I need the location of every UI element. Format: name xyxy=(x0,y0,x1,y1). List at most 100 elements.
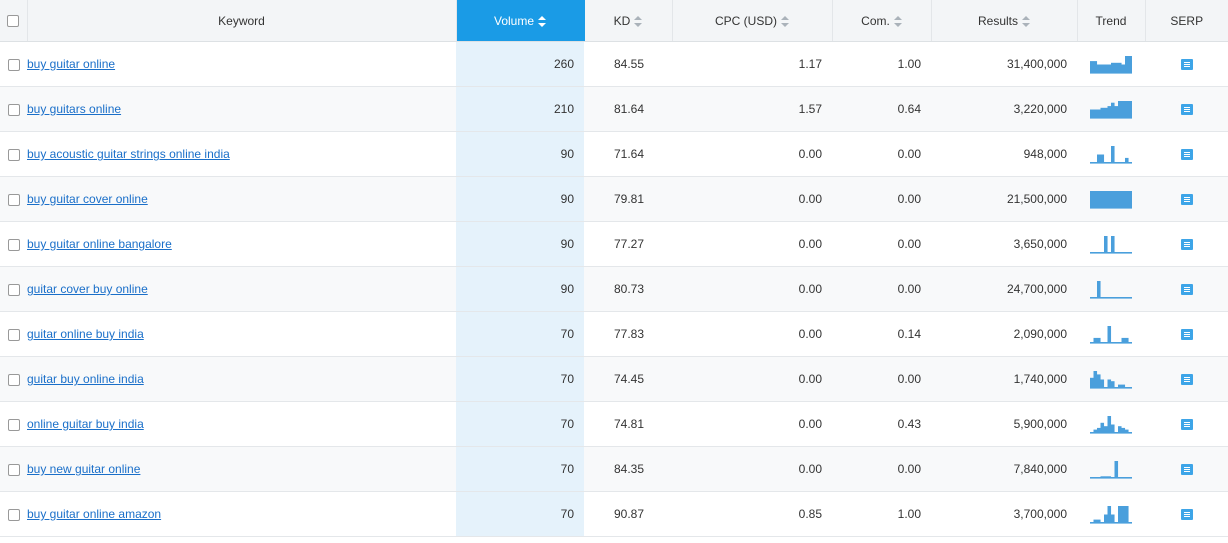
trend-bar xyxy=(1107,476,1112,478)
table-row: buy acoustic guitar strings online india… xyxy=(0,131,1228,177)
sort-icon[interactable] xyxy=(634,15,643,27)
row-checkbox-cell[interactable] xyxy=(0,401,27,447)
serp-cell xyxy=(1145,221,1228,267)
keyword-link[interactable]: buy acoustic guitar strings online india xyxy=(27,147,230,161)
trend-baseline xyxy=(1090,342,1132,344)
row-checkbox-cell[interactable] xyxy=(0,491,27,537)
trend-bar xyxy=(1121,427,1126,433)
keyword-cell: buy guitar online amazon xyxy=(27,491,456,537)
kd-cell: 77.27 xyxy=(584,221,672,267)
serp-icon[interactable] xyxy=(1180,509,1193,521)
keyword-link[interactable]: buy new guitar online xyxy=(27,462,141,476)
keyword-link[interactable]: online guitar buy india xyxy=(27,417,144,431)
column-keyword-label: Keyword xyxy=(218,13,265,28)
trend-baseline xyxy=(1090,477,1132,479)
keyword-link[interactable]: buy guitars online xyxy=(27,102,122,116)
trend-bar xyxy=(1121,64,1126,73)
cpc-cell: 0.00 xyxy=(672,131,832,177)
serp-icon[interactable] xyxy=(1180,194,1193,206)
trend-baseline xyxy=(1090,117,1132,119)
trend-bar xyxy=(1090,61,1094,73)
keyword-link[interactable]: guitar cover buy online xyxy=(27,282,148,296)
select-all-checkbox[interactable] xyxy=(7,15,20,28)
keyword-link[interactable]: guitar buy online india xyxy=(27,372,144,386)
row-checkbox-cell[interactable] xyxy=(0,266,27,312)
serp-icon[interactable] xyxy=(1180,464,1193,476)
serp-icon[interactable] xyxy=(1180,419,1193,431)
row-checkbox-cell[interactable] xyxy=(0,446,27,492)
row-checkbox[interactable] xyxy=(7,463,20,476)
column-results-label: Results xyxy=(977,13,1018,28)
column-serp-label: SERP xyxy=(1170,13,1204,28)
keyword-link[interactable]: buy guitar online bangalore xyxy=(27,237,172,251)
serp-cell xyxy=(1145,356,1228,402)
column-serp: SERP xyxy=(1145,0,1228,42)
com-cell: 0.64 xyxy=(832,86,931,132)
kd-cell: 84.35 xyxy=(584,446,672,492)
trend-cell xyxy=(1077,176,1145,222)
volume-cell: 70 xyxy=(456,311,584,357)
trend-bar xyxy=(1097,64,1101,73)
row-checkbox[interactable] xyxy=(7,103,20,116)
select-all-checkbox-cell[interactable] xyxy=(0,0,28,42)
trend-baseline xyxy=(1090,297,1132,299)
serp-icon[interactable] xyxy=(1180,59,1193,71)
trend-bar xyxy=(1093,61,1098,73)
row-checkbox-cell[interactable] xyxy=(0,86,27,132)
serp-icon[interactable] xyxy=(1180,374,1193,386)
keyword-link[interactable]: guitar online buy india xyxy=(27,327,144,341)
row-checkbox[interactable] xyxy=(7,328,20,341)
trend-cell xyxy=(1077,86,1145,132)
serp-icon[interactable] xyxy=(1180,149,1193,161)
trend-bar xyxy=(1114,62,1119,73)
sort-icon[interactable] xyxy=(781,15,789,27)
trend-bar xyxy=(1107,106,1112,118)
column-cpc[interactable]: CPC (USD) xyxy=(672,0,833,42)
row-checkbox-cell[interactable] xyxy=(0,176,27,222)
results-cell: 31,400,000 xyxy=(931,41,1077,87)
trend-bar xyxy=(1097,374,1101,388)
serp-icon[interactable] xyxy=(1180,329,1193,341)
column-volume[interactable]: Volume xyxy=(456,0,585,42)
row-checkbox-cell[interactable] xyxy=(0,221,27,267)
kd-cell: 80.73 xyxy=(584,266,672,312)
row-checkbox[interactable] xyxy=(7,193,20,206)
serp-icon[interactable] xyxy=(1180,104,1193,116)
table-row: buy guitar online 260 84.55 1.17 1.00 31,400,… xyxy=(0,41,1228,87)
column-results[interactable]: Results xyxy=(931,0,1078,42)
row-checkbox[interactable] xyxy=(7,238,20,251)
row-checkbox[interactable] xyxy=(7,418,20,431)
table-row: guitar buy online india 70 74.45 0.00 0.00 1,… xyxy=(0,356,1228,402)
keyword-link[interactable]: buy guitar online amazon xyxy=(27,507,162,521)
sort-icon[interactable] xyxy=(893,15,902,27)
row-checkbox[interactable] xyxy=(7,508,20,521)
sort-icon[interactable] xyxy=(538,15,547,27)
row-checkbox-cell[interactable] xyxy=(0,41,27,87)
keyword-link[interactable]: buy guitar cover online xyxy=(27,192,148,206)
row-checkbox-cell[interactable] xyxy=(0,131,27,177)
row-checkbox[interactable] xyxy=(7,58,20,71)
trend-bar xyxy=(1107,379,1112,388)
trend-bar xyxy=(1107,506,1112,523)
trend-cell xyxy=(1077,401,1145,447)
serp-icon[interactable] xyxy=(1180,284,1193,296)
row-checkbox[interactable] xyxy=(7,373,20,386)
serp-icon[interactable] xyxy=(1180,239,1193,251)
sort-icon[interactable] xyxy=(1022,15,1030,27)
row-checkbox-cell[interactable] xyxy=(0,311,27,357)
row-checkbox[interactable] xyxy=(7,148,20,161)
trend-bar xyxy=(1111,191,1115,208)
trend-bar xyxy=(1104,191,1108,208)
keyword-cell: buy guitar online xyxy=(27,41,456,87)
row-checkbox[interactable] xyxy=(7,283,20,296)
keyword-link[interactable]: buy guitar online xyxy=(27,57,116,71)
trend-bar xyxy=(1125,506,1129,523)
volume-cell: 70 xyxy=(456,356,584,402)
column-kd[interactable]: KD xyxy=(584,0,673,42)
serp-cell xyxy=(1145,266,1228,312)
column-com[interactable]: Com. xyxy=(832,0,932,42)
column-keyword[interactable]: Keyword xyxy=(27,0,457,42)
trend-bar xyxy=(1093,519,1098,523)
row-checkbox-cell[interactable] xyxy=(0,356,27,402)
